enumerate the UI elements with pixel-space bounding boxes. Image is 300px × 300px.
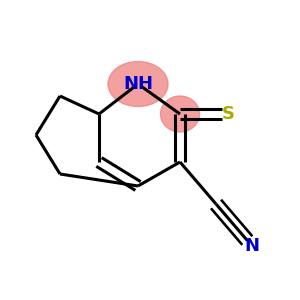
Text: S: S (221, 105, 235, 123)
Text: N: N (244, 237, 260, 255)
Ellipse shape (160, 96, 200, 132)
Text: NH: NH (123, 75, 153, 93)
Ellipse shape (108, 61, 168, 106)
